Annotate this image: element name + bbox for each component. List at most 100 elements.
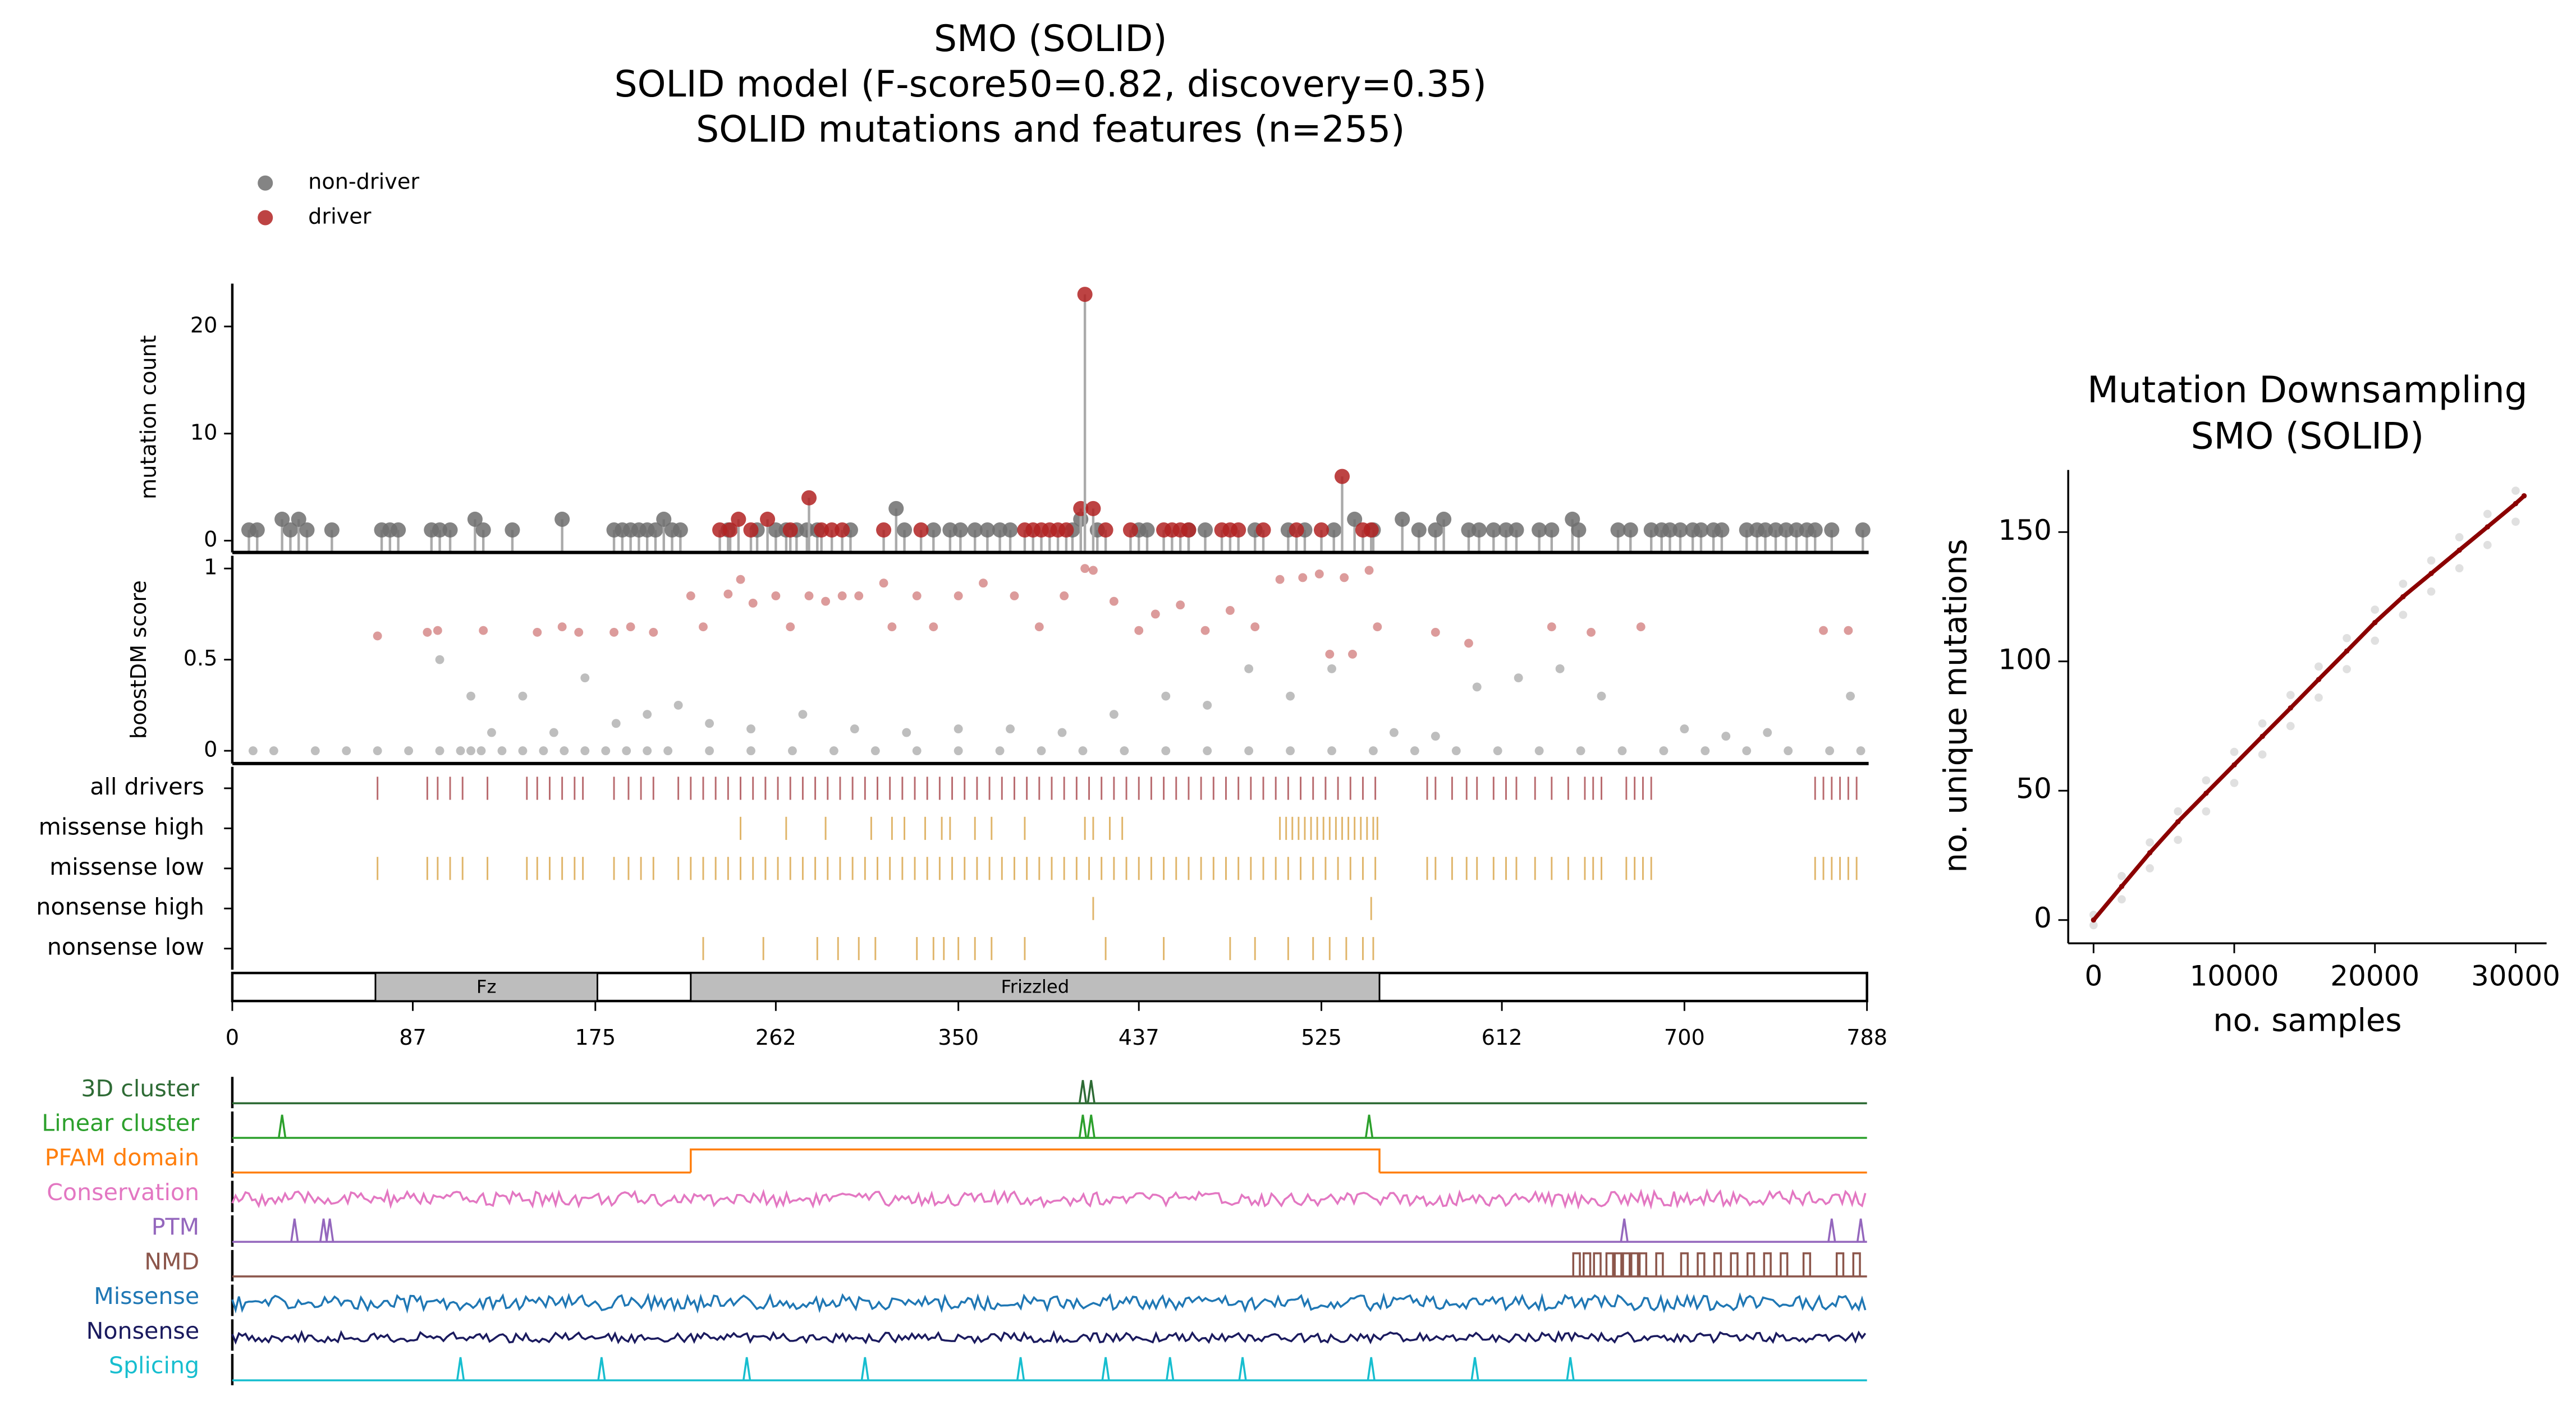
track-label: 3D cluster (81, 1075, 199, 1102)
score-dot (1298, 573, 1308, 582)
score-dot (1327, 664, 1336, 673)
mutation-dot (1610, 522, 1626, 538)
score-dot (479, 626, 488, 635)
mutation-dot (712, 522, 728, 538)
mutation-dot (782, 522, 798, 538)
track-label: Missense (94, 1283, 199, 1310)
score-dot (912, 591, 922, 600)
track-peak (1101, 1357, 1110, 1381)
y-tick-label: 20 (190, 313, 218, 338)
track-pulse (1802, 1252, 1812, 1276)
track-region (690, 1148, 1381, 1173)
track-pulse (1747, 1252, 1755, 1276)
mutation-dot (967, 522, 983, 538)
track-pulse (1655, 1252, 1664, 1276)
mean-point (2344, 648, 2350, 654)
mutation-dot (1643, 522, 1659, 538)
x-tick-label: 20000 (2330, 959, 2419, 992)
mutation-dot (672, 522, 688, 538)
score-dot (435, 746, 444, 756)
score-dot (560, 746, 569, 756)
mutation-dot (799, 522, 815, 538)
track-pulse (1697, 1252, 1706, 1276)
domain (690, 972, 1381, 1002)
score-dot (850, 724, 859, 734)
score-dot (1784, 746, 1793, 756)
mutation-dot (1739, 522, 1754, 538)
score-dot (1587, 628, 1596, 637)
mean-point (2091, 917, 2097, 923)
mutation-dot (1778, 522, 1794, 538)
score-dot (804, 591, 814, 600)
score-dot (887, 622, 897, 632)
mean-point (2428, 571, 2434, 576)
mean-point (2259, 733, 2265, 740)
y-tick-label: 0 (204, 738, 217, 763)
mutation-dot (731, 511, 746, 527)
replicate-dot (2117, 872, 2126, 880)
mutation-dot (824, 522, 840, 538)
row-label: missense low (49, 853, 204, 880)
score-dot (705, 719, 714, 728)
track-label: PFAM domain (45, 1144, 199, 1171)
score-dot (1410, 746, 1419, 756)
x-tick-label: 525 (1301, 1026, 1342, 1050)
score-dot (1700, 746, 1710, 756)
score-dot (1368, 746, 1378, 756)
score-dot (1431, 628, 1440, 637)
score-dot (456, 746, 465, 756)
replicate-dot (2483, 540, 2492, 549)
score-dot (1134, 626, 1144, 635)
track-pulse (1638, 1252, 1648, 1276)
mutation-dot (1498, 522, 1514, 538)
legend-marker (258, 210, 273, 226)
score-dot (954, 724, 963, 734)
score-dot (1244, 746, 1254, 756)
mutation-dot (979, 522, 995, 538)
mutation-dot (760, 511, 776, 527)
track-peak (1016, 1357, 1025, 1381)
score-dot (1389, 728, 1399, 737)
score-dot (1451, 746, 1461, 756)
mean-point (2485, 524, 2491, 530)
replicate-dot (2146, 864, 2154, 872)
mean-point (2119, 884, 2125, 889)
domain-label: Frizzled (1001, 976, 1069, 998)
score-dot (1006, 724, 1015, 734)
score-dot (979, 578, 988, 588)
replicate-dot (2483, 509, 2492, 518)
replicate-dot (2202, 776, 2211, 785)
mutation-dot (1436, 511, 1452, 527)
mutation-dot (1824, 522, 1840, 538)
mutation-dot (1532, 522, 1547, 538)
score-dot (609, 628, 618, 637)
track-label: Splicing (109, 1352, 199, 1379)
mutation-dot (282, 522, 298, 538)
mutation-dot (1197, 522, 1213, 538)
track-peak (1078, 1114, 1088, 1138)
score-dot (423, 628, 432, 637)
mutation-dot (1313, 522, 1330, 538)
replicate-dot (2258, 719, 2267, 728)
mutation-dot (299, 522, 315, 538)
mean-point (2372, 619, 2378, 626)
mutation-dot (801, 490, 817, 506)
x-tick-label: 30000 (2471, 959, 2560, 992)
replicate-dot (2343, 665, 2351, 673)
mutation-dot (743, 522, 759, 538)
score-dot (1576, 746, 1585, 756)
y-tick-label: 0.5 (184, 646, 218, 671)
score-dot (1176, 600, 1185, 610)
track-label: Nonsense (86, 1317, 200, 1344)
y-tick-label: 100 (1998, 643, 2051, 676)
score-dot (870, 746, 880, 756)
score-dot (1088, 566, 1098, 575)
score-dot (929, 622, 938, 632)
mean-point (2288, 705, 2294, 711)
score-dot (954, 746, 963, 756)
y-tick-label: 0 (204, 527, 217, 552)
track-peak (1078, 1080, 1088, 1104)
mutation-dot (1122, 522, 1138, 538)
track-pulse (1730, 1252, 1739, 1276)
score-dot (549, 728, 558, 737)
